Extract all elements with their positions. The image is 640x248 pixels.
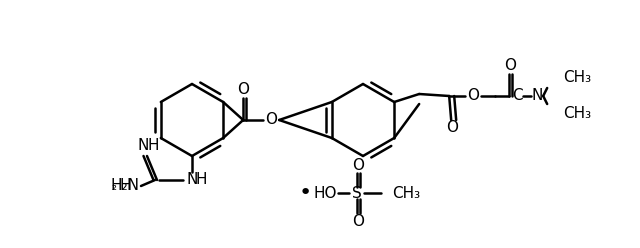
Text: CH₃: CH₃: [563, 106, 591, 122]
Text: O: O: [446, 121, 458, 135]
Text: CH₃: CH₃: [563, 70, 591, 86]
Text: ₂: ₂: [111, 180, 116, 192]
Text: O: O: [352, 214, 364, 228]
Text: N: N: [531, 89, 543, 103]
Text: O: O: [352, 157, 364, 173]
Text: S: S: [352, 186, 362, 200]
Text: H₂N: H₂N: [111, 178, 140, 192]
Text: H: H: [147, 137, 159, 153]
Text: C: C: [512, 89, 522, 103]
Text: CH₃: CH₃: [392, 186, 420, 200]
Text: N: N: [138, 137, 148, 153]
Text: H: H: [195, 173, 207, 187]
Text: H: H: [119, 179, 131, 193]
Text: HO: HO: [313, 186, 337, 200]
Text: O: O: [467, 89, 479, 103]
Text: N: N: [186, 173, 198, 187]
Text: •: •: [298, 183, 312, 203]
Text: O: O: [504, 59, 516, 73]
Text: O: O: [265, 113, 277, 127]
Text: O: O: [237, 83, 249, 97]
